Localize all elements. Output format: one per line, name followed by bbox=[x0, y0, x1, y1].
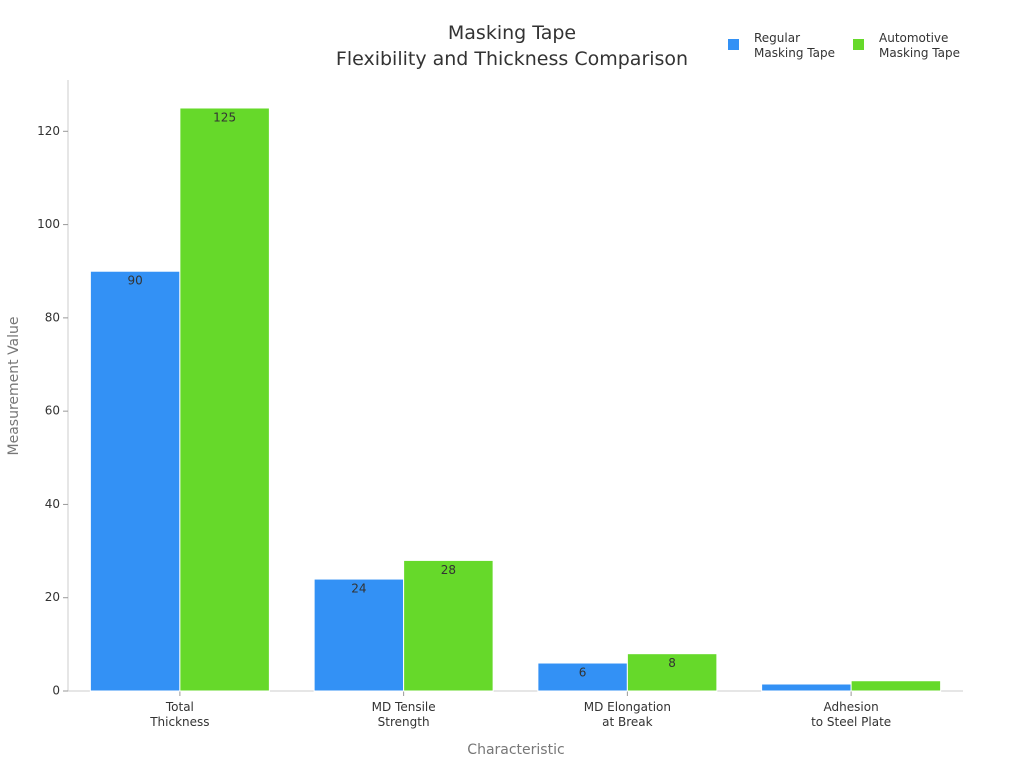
bar bbox=[761, 683, 852, 692]
y-tick-label: 120 bbox=[37, 124, 60, 138]
data-label: 24 bbox=[351, 582, 366, 596]
y-tick-label: 0 bbox=[52, 684, 60, 698]
legend-label: Regular Masking Tape bbox=[754, 31, 835, 60]
data-label: 8 bbox=[668, 656, 676, 670]
data-label: 6 bbox=[579, 666, 587, 680]
bar bbox=[179, 107, 270, 692]
chart-title: Masking Tape Flexibility and Thickness Co… bbox=[336, 22, 688, 70]
bar bbox=[89, 270, 181, 692]
bar bbox=[313, 578, 405, 692]
x-tick-label: Adhesion to Steel Plate bbox=[811, 700, 891, 729]
legend-label: Automotive Masking Tape bbox=[879, 31, 960, 60]
x-tick-label: Total Thickness bbox=[149, 700, 209, 729]
y-tick-label: 60 bbox=[45, 404, 60, 418]
y-tick-label: 80 bbox=[45, 310, 60, 324]
x-tick-label: MD Tensile Strength bbox=[372, 700, 436, 729]
data-label: 28 bbox=[441, 563, 456, 577]
data-label: 90 bbox=[127, 274, 142, 288]
x-axis-title: Characteristic bbox=[467, 742, 564, 758]
y-tick-label: 100 bbox=[37, 217, 60, 231]
y-tick-label: 40 bbox=[45, 497, 60, 511]
legend-swatch bbox=[853, 39, 864, 50]
bar bbox=[537, 662, 628, 692]
x-tick-label: MD Elongation at Break bbox=[584, 700, 671, 729]
bar bbox=[850, 680, 942, 692]
data-label: 125 bbox=[213, 110, 236, 124]
y-tick-label: 20 bbox=[45, 590, 60, 604]
bar bbox=[626, 653, 718, 692]
bar bbox=[403, 559, 494, 692]
y-axis-title: Measurement Value bbox=[6, 316, 22, 455]
legend-swatch bbox=[728, 39, 739, 50]
